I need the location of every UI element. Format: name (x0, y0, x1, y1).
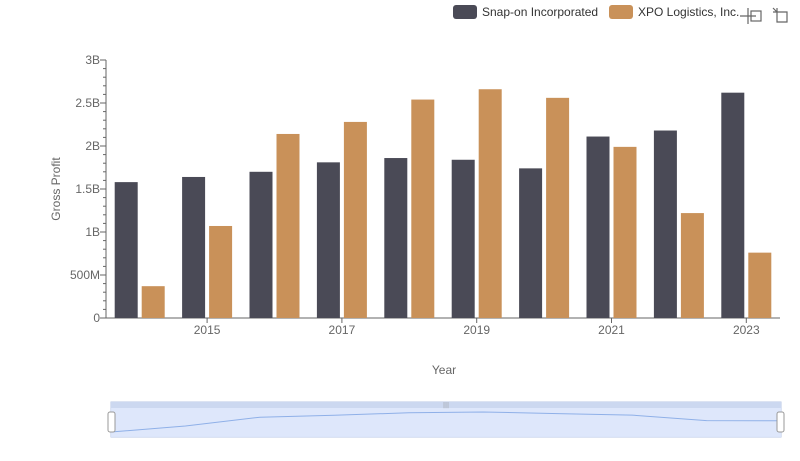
range-slider-grip-icon[interactable]: ||| (443, 402, 449, 409)
y-tick-label: 2B (85, 139, 100, 153)
legend-label-1: XPO Logistics, Inc. (638, 5, 739, 19)
bar-series-1-2022[interactable] (680, 213, 704, 318)
y-tick-label: 2.5B (75, 96, 100, 110)
x-tick-label: 2023 (733, 323, 760, 337)
bar-series-0-2021[interactable] (586, 136, 610, 318)
legend: Snap-on Incorporated XPO Logistics, Inc. (453, 5, 739, 19)
y-tick-label: 1.5B (75, 182, 100, 196)
x-tick-label: 2019 (463, 323, 490, 337)
range-slider-left-handle[interactable] (107, 411, 116, 433)
x-axis-title: Year (432, 363, 456, 377)
range-slider-right-handle[interactable] (776, 411, 785, 433)
legend-item-1[interactable]: XPO Logistics, Inc. (609, 5, 739, 19)
legend-item-0[interactable]: Snap-on Incorporated (453, 5, 598, 19)
x-tick-label: 2015 (194, 323, 221, 337)
range-slider-preview-line (110, 411, 782, 433)
range-slider-selection[interactable] (111, 406, 781, 437)
y-tick-label: 3B (85, 53, 100, 67)
y-tick-label: 1B (85, 225, 100, 239)
x-tick-label: 2021 (598, 323, 625, 337)
bar-series-0-2018[interactable] (384, 158, 408, 318)
bar-series-0-2023[interactable] (721, 92, 745, 319)
bar-series-1-2023[interactable] (748, 252, 772, 318)
bar-series-1-2018[interactable] (411, 99, 435, 318)
bar-series-0-2020[interactable] (519, 168, 543, 318)
x-tick-label: 2017 (329, 323, 356, 337)
bar-series-0-2016[interactable] (249, 171, 273, 318)
range-slider-top-bar[interactable] (111, 402, 781, 408)
zoom-reset-icon[interactable] (772, 7, 788, 23)
bar-series-1-2021[interactable] (613, 146, 637, 318)
zoom-select-icon[interactable] (740, 8, 762, 24)
y-tick-label: 500M (70, 268, 100, 282)
legend-swatch-1 (609, 5, 633, 19)
bar-series-0-2017[interactable] (316, 162, 340, 318)
bar-series-0-2014[interactable] (114, 182, 138, 318)
bar-series-1-2014[interactable] (141, 286, 165, 318)
bar-series-0-2015[interactable] (182, 176, 206, 318)
bar-series-1-2020[interactable] (546, 97, 570, 318)
bar-series-0-2022[interactable] (653, 130, 677, 318)
bar-series-1-2019[interactable] (478, 89, 502, 319)
legend-label-0: Snap-on Incorporated (482, 5, 598, 19)
bar-series-0-2019[interactable] (451, 159, 475, 318)
y-axis-title: Gross Profit (49, 157, 63, 221)
bar-series-1-2017[interactable] (343, 121, 367, 318)
y-tick-label: 0 (93, 311, 100, 325)
range-slider[interactable]: ||| (107, 401, 785, 438)
legend-swatch-0 (453, 5, 477, 19)
bar-series-1-2015[interactable] (209, 225, 233, 318)
bar-series-1-2016[interactable] (276, 133, 300, 318)
